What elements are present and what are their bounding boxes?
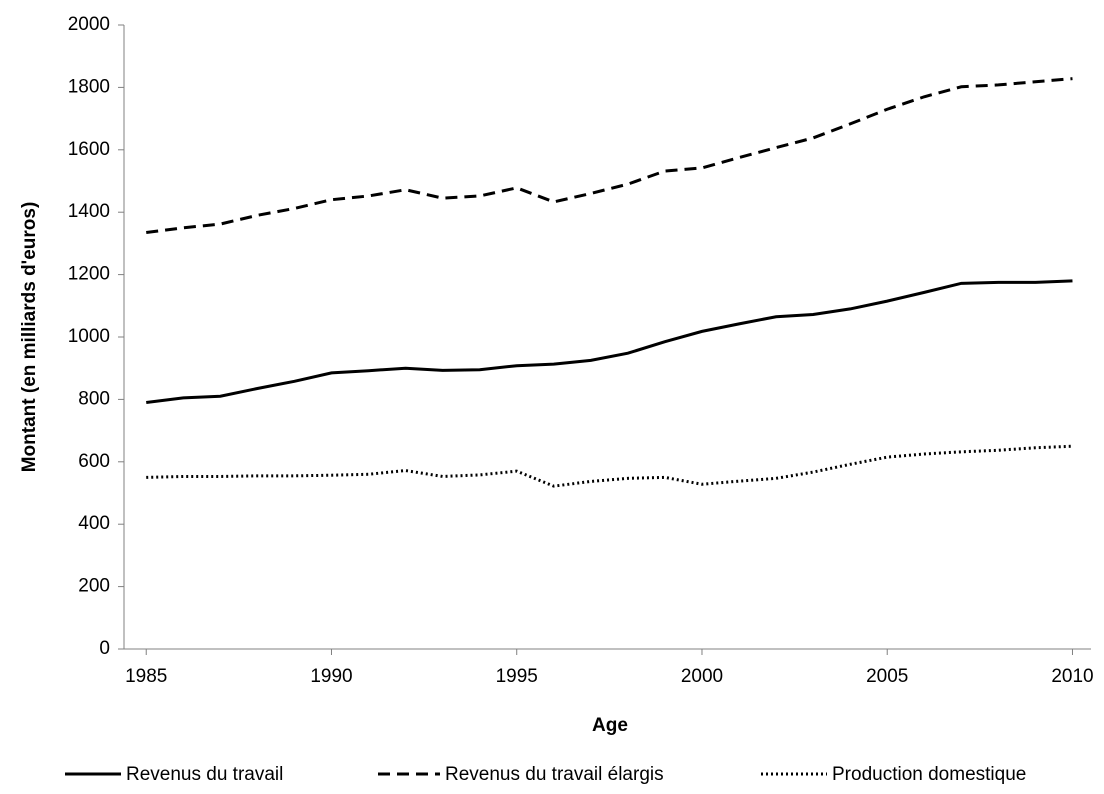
line-series (146, 444, 1073, 488)
x-tick-label: 1995 (496, 666, 538, 687)
x-tick-label: 1990 (310, 666, 352, 687)
y-tick-label: 200 (78, 576, 110, 597)
y-axis-label: Montant (en milliards d'euros) (19, 202, 40, 473)
legend-label: Production domestique (832, 764, 1026, 785)
legend-label: Revenus du travail élargis (445, 764, 664, 785)
y-tick-label: 400 (78, 513, 110, 534)
x-tick-label: 1985 (125, 666, 167, 687)
y-tick-label: 1200 (68, 264, 110, 285)
y-tick-label: 800 (78, 388, 110, 409)
y-tick-label: 2000 (68, 14, 110, 35)
legend-label: Revenus du travail (126, 764, 283, 785)
line-series (146, 77, 1073, 234)
y-tick-label: 1800 (68, 76, 110, 97)
x-tick-label: 2010 (1051, 666, 1093, 687)
y-tick-label: 1000 (68, 326, 110, 347)
y-tick-label: 600 (78, 451, 110, 472)
x-tick-label: 2000 (681, 666, 723, 687)
y-tick-label: 1400 (68, 201, 110, 222)
x-tick-label: 2005 (866, 666, 908, 687)
line-series (146, 279, 1073, 405)
y-tick-label: 1600 (68, 139, 110, 160)
y-tick-label: 0 (99, 638, 110, 659)
x-axis-label: Age (592, 715, 628, 736)
